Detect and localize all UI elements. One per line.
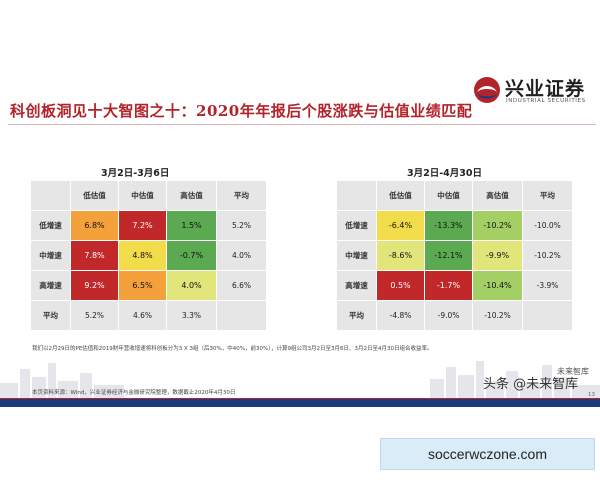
avg-cell-empty bbox=[522, 300, 573, 331]
avg-cell: 4.0% bbox=[216, 240, 267, 271]
avg-cell: -10.2% bbox=[522, 240, 573, 271]
watermark-text: 头条 @未来智库 bbox=[483, 377, 579, 392]
avg-cell: 6.6% bbox=[216, 270, 267, 301]
table-cell: -12.1% bbox=[424, 240, 473, 271]
avg-cell: 5.2% bbox=[70, 300, 119, 331]
table-cell: -6.4% bbox=[376, 210, 425, 241]
method-note: 我们以2月29日的PE估值和2019财年营收增速将科创板分为3 X 3组（后30… bbox=[32, 346, 433, 352]
row-header: 高增速 bbox=[30, 270, 71, 301]
title-divider bbox=[8, 124, 596, 125]
col-header: 高估值 bbox=[472, 180, 523, 211]
avg-cell: 5.2% bbox=[216, 210, 267, 241]
avg-cell: -4.8% bbox=[376, 300, 425, 331]
brand-logo: 兴业证券 INDUSTRIAL SECURITIES bbox=[473, 74, 595, 114]
col-header: 中估值 bbox=[424, 180, 473, 211]
col-header: 中估值 bbox=[118, 180, 167, 211]
row-header: 低增速 bbox=[30, 210, 71, 241]
avg-cell: -9.0% bbox=[424, 300, 473, 331]
logo-emblem-icon bbox=[474, 77, 500, 103]
table-cell: -10.2% bbox=[472, 210, 523, 241]
col-header: 低估值 bbox=[70, 180, 119, 211]
page-number: 13 bbox=[588, 392, 595, 398]
city-skyline-graphic bbox=[0, 361, 600, 400]
table-cell: 7.8% bbox=[70, 240, 119, 271]
right-return-table: 低估值 中估值 高估值 平均 低增速 -6.4% -13.3% -10.2% -… bbox=[336, 180, 573, 331]
table-corner bbox=[30, 180, 71, 211]
table-cell: 7.2% bbox=[118, 210, 167, 241]
left-period-label: 3月2日-3月6日 bbox=[101, 168, 170, 179]
col-header: 平均 bbox=[522, 180, 573, 211]
table-cell: 6.8% bbox=[70, 210, 119, 241]
footer-accent-line bbox=[0, 398, 600, 399]
watermark-badge: 未来智库 bbox=[557, 367, 589, 376]
row-header: 平均 bbox=[30, 300, 71, 331]
table-cell: -9.9% bbox=[472, 240, 523, 271]
avg-cell: 3.3% bbox=[166, 300, 217, 331]
col-header: 平均 bbox=[216, 180, 267, 211]
table-cell: 6.5% bbox=[118, 270, 167, 301]
table-cell: -0.7% bbox=[166, 240, 217, 271]
table-cell: 0.5% bbox=[376, 270, 425, 301]
right-period-label: 3月2日-4月30日 bbox=[407, 168, 482, 179]
footer-band bbox=[0, 399, 600, 407]
url-box: soccerwczone.com bbox=[380, 438, 595, 470]
avg-cell: -3.9% bbox=[522, 270, 573, 301]
table-cell: 1.5% bbox=[166, 210, 217, 241]
table-cell: 9.2% bbox=[70, 270, 119, 301]
table-cell: -8.6% bbox=[376, 240, 425, 271]
avg-cell: -10.0% bbox=[522, 210, 573, 241]
row-header: 低增速 bbox=[336, 210, 377, 241]
table-cell: -1.7% bbox=[424, 270, 473, 301]
row-header: 平均 bbox=[336, 300, 377, 331]
left-return-table: 低估值 中估值 高估值 平均 低增速 6.8% 7.2% 1.5% 5.2% 中… bbox=[30, 180, 267, 331]
table-corner bbox=[336, 180, 377, 211]
avg-cell: -10.2% bbox=[472, 300, 523, 331]
table-cell: -10.4% bbox=[472, 270, 523, 301]
page-title: 科创板洞见十大智图之十：2020年年报后个股涨跌与估值业绩匹配 bbox=[10, 102, 473, 120]
row-header: 中增速 bbox=[336, 240, 377, 271]
source-note: 本页资料来源：Wind，兴业证券经济与金融研究院整理，数据截止2020年4月30… bbox=[32, 390, 236, 396]
col-header: 高估值 bbox=[166, 180, 217, 211]
logo-text-en: INDUSTRIAL SECURITIES bbox=[506, 98, 586, 104]
row-header: 高增速 bbox=[336, 270, 377, 301]
avg-cell-empty bbox=[216, 300, 267, 331]
table-cell: 4.8% bbox=[118, 240, 167, 271]
col-header: 低估值 bbox=[376, 180, 425, 211]
logo-text-cn: 兴业证券 bbox=[505, 78, 586, 100]
table-cell: 4.0% bbox=[166, 270, 217, 301]
table-cell: -13.3% bbox=[424, 210, 473, 241]
row-header: 中增速 bbox=[30, 240, 71, 271]
avg-cell: 4.6% bbox=[118, 300, 167, 331]
